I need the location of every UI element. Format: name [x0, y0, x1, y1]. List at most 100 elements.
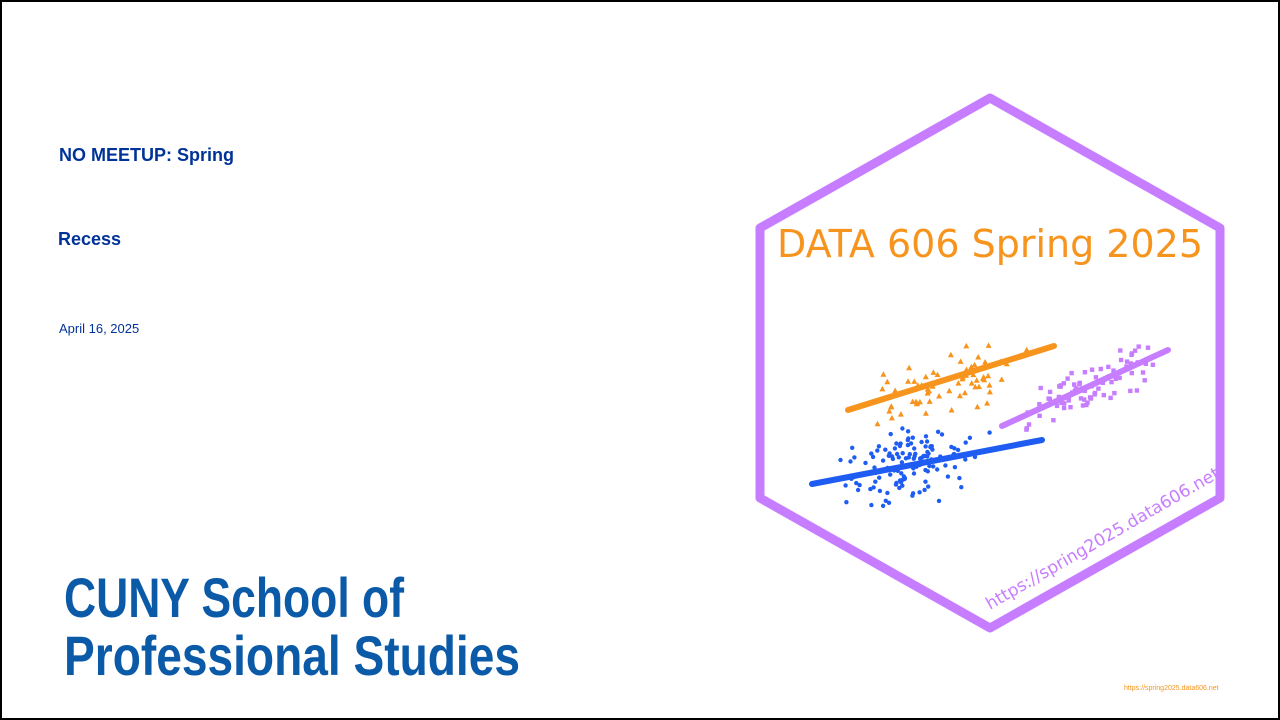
orange-point	[879, 385, 886, 392]
purple-point	[1108, 395, 1113, 401]
orange-point	[976, 383, 982, 390]
orange-point	[985, 372, 992, 379]
purple-point	[1101, 392, 1106, 398]
blue-point	[875, 448, 880, 453]
blue-point	[931, 464, 936, 469]
blue-point	[955, 447, 961, 453]
footer-url: https://spring2025.data606.net	[1124, 685, 1219, 692]
purple-point	[1038, 385, 1043, 391]
blue-point	[906, 455, 911, 460]
blue-point	[905, 429, 911, 434]
blue-point	[852, 455, 857, 460]
orange-point	[971, 361, 978, 368]
purple-point	[1077, 382, 1082, 387]
blue-point	[869, 502, 874, 508]
purple-point	[1092, 392, 1097, 397]
slide-title-line-2: Recess	[58, 229, 122, 249]
purple-point	[1037, 402, 1042, 407]
blue-point	[873, 479, 878, 484]
orange-point	[916, 398, 923, 405]
purple-point	[1080, 403, 1086, 408]
purple-point	[1098, 366, 1103, 372]
blue-point	[926, 484, 931, 489]
purple-point	[1051, 418, 1056, 423]
orange-point	[957, 358, 964, 364]
blue-point	[893, 482, 899, 487]
blue-point	[863, 460, 868, 466]
blue-point	[959, 485, 964, 490]
blue-point	[857, 482, 862, 488]
orange-point	[984, 400, 991, 406]
blue-point	[854, 480, 859, 486]
blue-point	[901, 474, 907, 479]
purple-point	[1118, 348, 1123, 353]
purple-point	[1128, 388, 1133, 394]
orange-point	[975, 354, 982, 360]
blue-point	[888, 472, 893, 477]
purple-point	[1142, 378, 1147, 383]
orange-point	[986, 388, 993, 395]
orange-point	[955, 380, 962, 386]
purple-point	[1117, 375, 1122, 381]
purple-point	[1069, 370, 1074, 376]
blue-point	[943, 463, 948, 468]
blue-point	[923, 444, 928, 449]
purple-point	[1093, 375, 1099, 380]
blue-point	[897, 443, 903, 449]
blue-point	[899, 460, 905, 465]
blue-point	[917, 490, 922, 495]
blue-point	[880, 458, 886, 463]
blue-point	[870, 454, 876, 460]
purple-point	[1140, 370, 1146, 375]
orange-point	[934, 371, 941, 378]
orange-trend-line	[845, 343, 1057, 413]
blue-point	[880, 503, 886, 508]
blue-point	[877, 475, 882, 480]
blue-point	[935, 467, 940, 472]
blue-point	[936, 498, 942, 504]
purple-point	[1111, 368, 1116, 373]
blue-point	[900, 477, 906, 482]
cuny-sps-logo: CUNY School of Professional Studies	[62, 565, 532, 687]
blue-point	[905, 437, 910, 443]
orange-point	[959, 375, 966, 382]
purple-point	[1082, 370, 1088, 375]
orange-point	[972, 383, 979, 390]
blue-point	[911, 471, 917, 476]
orange-point	[973, 377, 980, 383]
purple-point	[1145, 345, 1151, 350]
blue-point	[883, 498, 888, 503]
orange-point	[880, 371, 887, 377]
blue-point	[939, 432, 945, 437]
orange-point	[961, 389, 968, 396]
purple-point	[1134, 388, 1140, 393]
purple-point	[1106, 364, 1111, 370]
orange-point	[968, 363, 975, 370]
blue-point	[911, 456, 916, 461]
data606-hex-sticker: DATA 606 Spring 2025 https://spring2025.…	[754, 90, 1230, 636]
blue-point	[919, 439, 924, 445]
orange-point	[948, 407, 955, 413]
purple-point	[1132, 348, 1138, 353]
blue-point	[869, 451, 874, 456]
purple-point	[1096, 386, 1101, 391]
orange-point	[888, 414, 895, 421]
purple-point	[1061, 381, 1066, 386]
orange-point	[980, 375, 987, 381]
orange-point	[930, 369, 937, 375]
blue-point	[935, 429, 941, 434]
orange-point	[911, 378, 918, 384]
blue-point	[952, 465, 958, 470]
orange-point	[884, 378, 891, 385]
purple-point	[1078, 396, 1084, 401]
blue-point	[912, 446, 917, 451]
orange-point	[897, 411, 904, 417]
orange-point	[968, 380, 975, 386]
orange-point	[906, 364, 913, 371]
blue-point	[883, 447, 888, 452]
blue-point	[850, 445, 855, 450]
blue-point	[877, 488, 883, 494]
orange-point	[874, 420, 881, 427]
blue-point	[888, 431, 893, 437]
